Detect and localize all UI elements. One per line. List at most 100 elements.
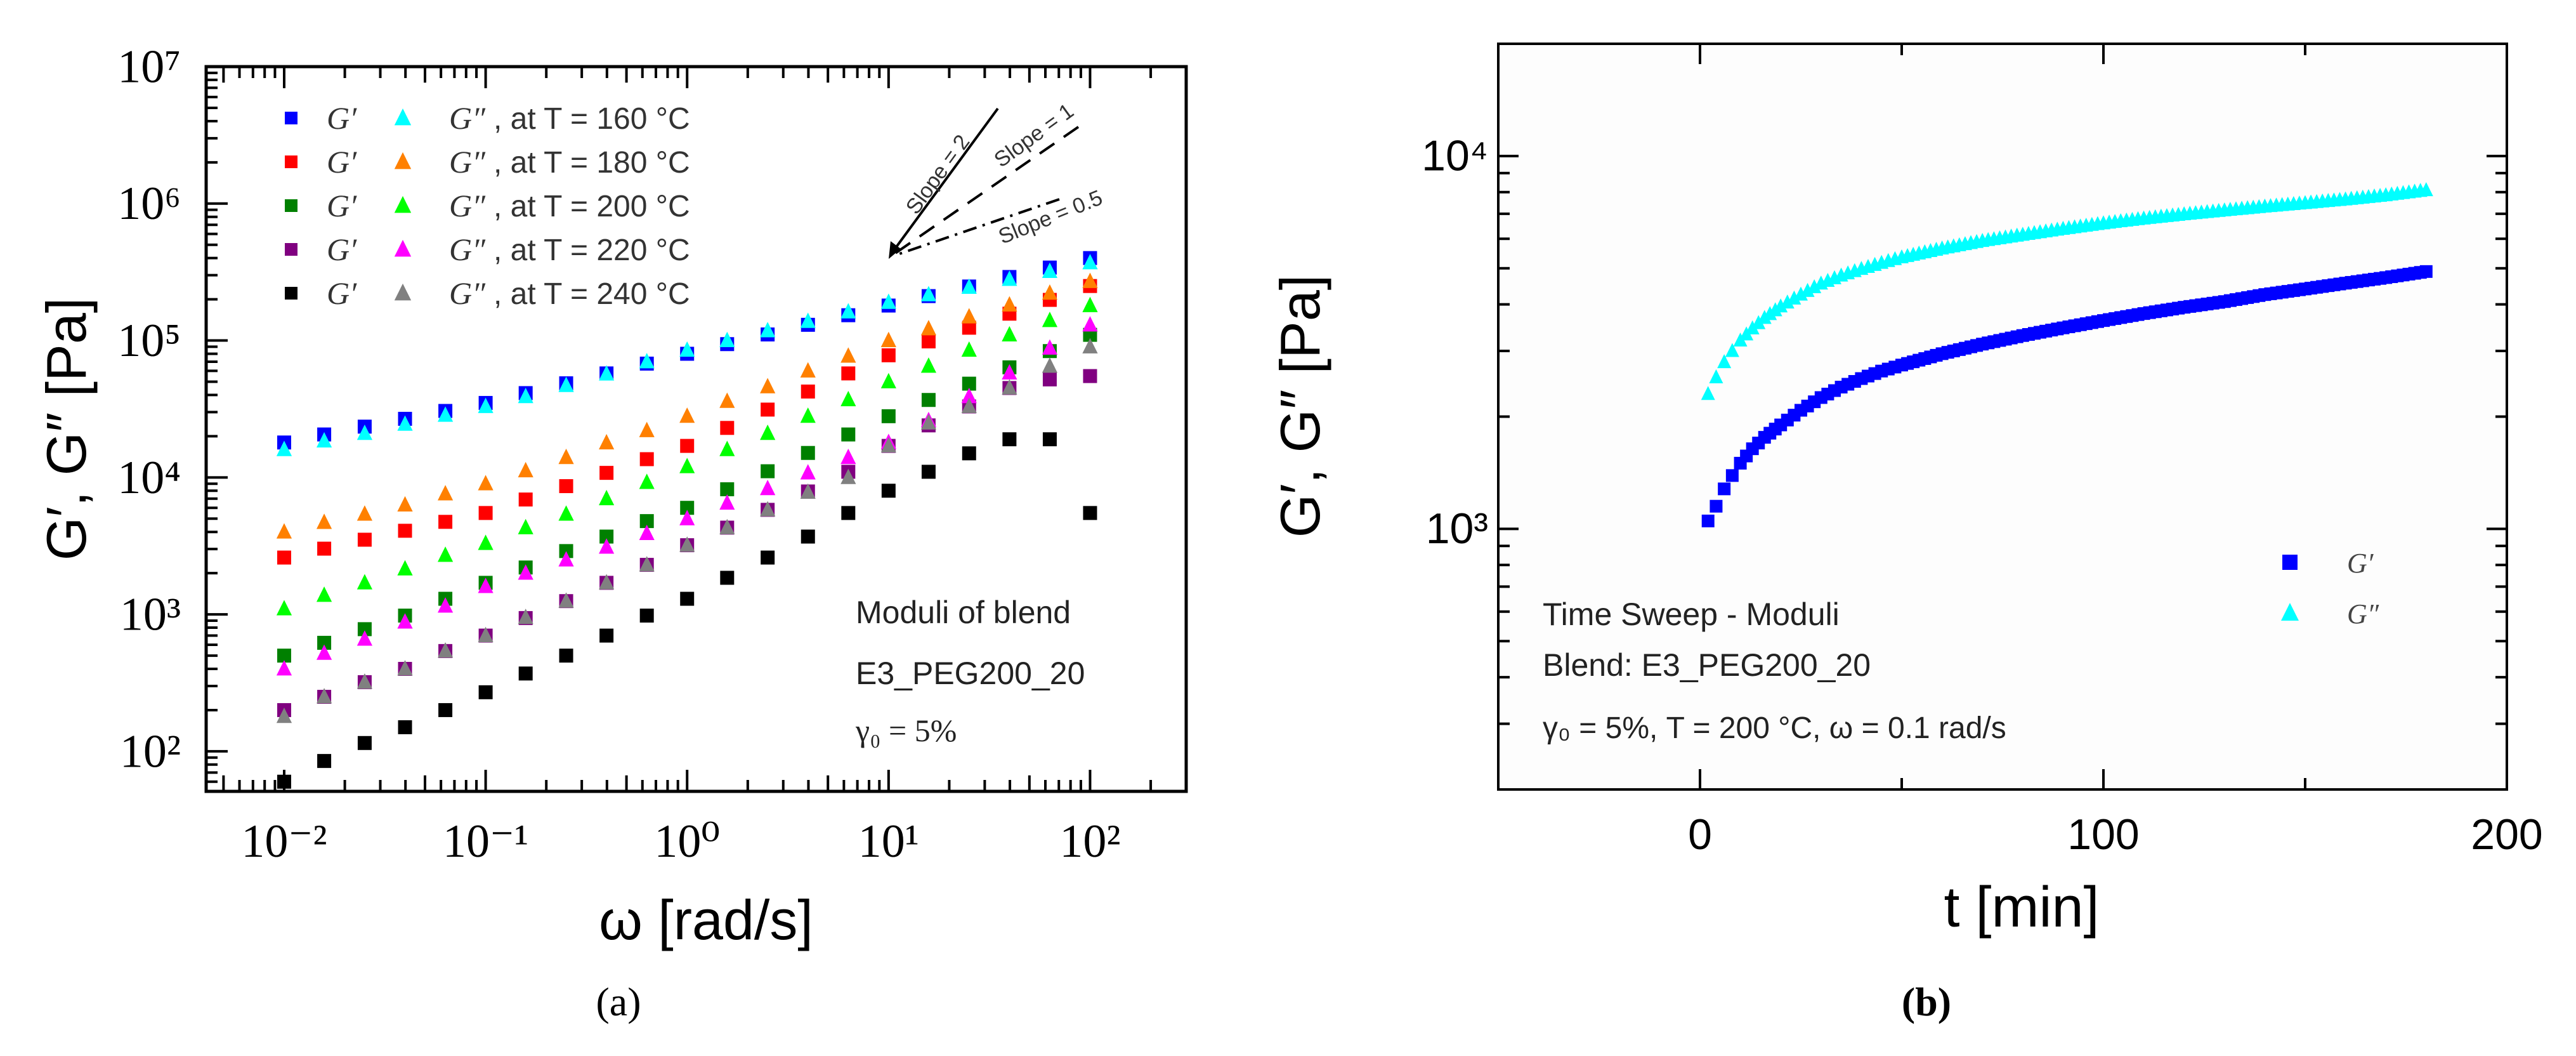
data-point [760,424,776,440]
data-point [760,501,776,517]
series-g-double-prime-160 [276,254,1098,456]
data-point [639,353,655,369]
data-point [1709,369,1723,383]
data-point [437,485,454,501]
data-point [518,387,533,404]
legend-row-200: G′ G″, at T = 200 °C [285,188,690,223]
legend-triangle-icon [394,283,412,301]
data-point [881,409,896,423]
data-point [599,574,615,590]
panel-a-frequency-sweep: 10⁻² 10⁻¹ 10⁰ 10¹ 10² 10² 10³ 10⁴ 10⁵ 10⁶ 10⁷ G′ G″… [35,41,1188,1024]
plot-b-tick-labels: 0 100 200 10³ 10⁴ [1422,131,2543,859]
data-point [518,666,533,681]
data-point [317,635,332,650]
data-point [1774,298,1788,313]
series-g-double-prime [1701,182,2433,400]
data-point [276,660,292,676]
data-point [921,393,936,407]
arrow-head-icon [889,241,901,259]
data-point [1042,312,1058,327]
data-point [558,551,574,567]
data-point [518,518,533,534]
data-point [1002,296,1017,312]
data-point [397,415,413,431]
legend-label-g-prime: G′ [2347,548,2374,579]
data-point [1042,284,1058,300]
data-point [1701,386,1715,400]
data-point [881,348,896,362]
data-point [760,322,776,338]
data-point [599,365,615,381]
data-point [277,774,291,789]
data-point [558,505,574,521]
y-tick-label: 10² [120,725,181,777]
data-point [920,286,937,301]
data-point [1725,469,1739,482]
data-point [639,524,655,540]
data-point [880,437,896,453]
data-point [276,707,292,723]
data-point [921,334,936,348]
data-point [1800,282,1815,297]
data-point [276,523,292,539]
series-g-double-prime-240 [276,338,1098,723]
data-point [720,421,735,435]
data-point [801,384,815,399]
data-point [356,673,373,689]
y-tick-label: 10³ [1426,505,1488,553]
data-point [1042,262,1058,278]
data-point [719,440,735,456]
data-point [1002,326,1017,342]
data-point [1083,506,1097,520]
data-point [397,613,413,629]
data-point [920,357,937,373]
data-point [356,424,373,440]
data-point [961,341,977,357]
data-point [599,538,615,554]
legend-triangle-icon [2281,603,2299,621]
legend-triangle-icon [394,152,412,169]
data-point [1718,482,1731,496]
data-point [800,464,816,480]
data-point [356,574,373,590]
annotation-strain: γ₀ = 5% [855,713,957,748]
legend-temperature: , at T = 160 °C [494,102,690,136]
plot-a-markers [276,251,1098,789]
legend-temperature: , at T = 200 °C [494,190,690,223]
legend-g-double-prime: G″ [449,188,486,223]
plot-a-x-axis-label: ω [rad/s] [599,888,813,951]
data-point [680,439,695,453]
legend-g-prime: G′ [327,100,357,136]
data-point [800,483,816,499]
annotation-blend: Blend: E3_PEG200_20 [1543,647,1871,683]
data-point [276,600,292,616]
plot-a-frame [204,65,1188,793]
data-point [1701,514,1715,527]
data-point [841,427,856,442]
data-point [437,597,454,613]
data-point [2419,265,2433,278]
data-point [679,458,695,473]
data-point [357,532,372,547]
data-point [680,591,695,606]
x-tick-label: 10¹ [858,815,919,868]
legend-g-prime: G′ [327,144,357,180]
data-point [599,466,614,480]
data-point [518,492,533,507]
panel-b-label: (b) [1902,979,1951,1024]
data-point [841,366,856,381]
slope-0.5-label: Slope = 0.5 [995,185,1106,249]
legend-g-prime: G′ [327,232,357,267]
annotation-blend: E3_PEG200_20 [856,656,1085,691]
legend-triangle-icon [394,108,412,126]
data-point [1082,316,1098,332]
data-point [760,378,776,393]
data-point [599,433,615,450]
data-point [760,479,776,496]
data-point [398,720,412,734]
plot-b-ticks [1498,43,2508,791]
data-point [478,685,493,699]
data-point [1042,432,1057,447]
x-tick-label: 10² [1059,815,1120,868]
